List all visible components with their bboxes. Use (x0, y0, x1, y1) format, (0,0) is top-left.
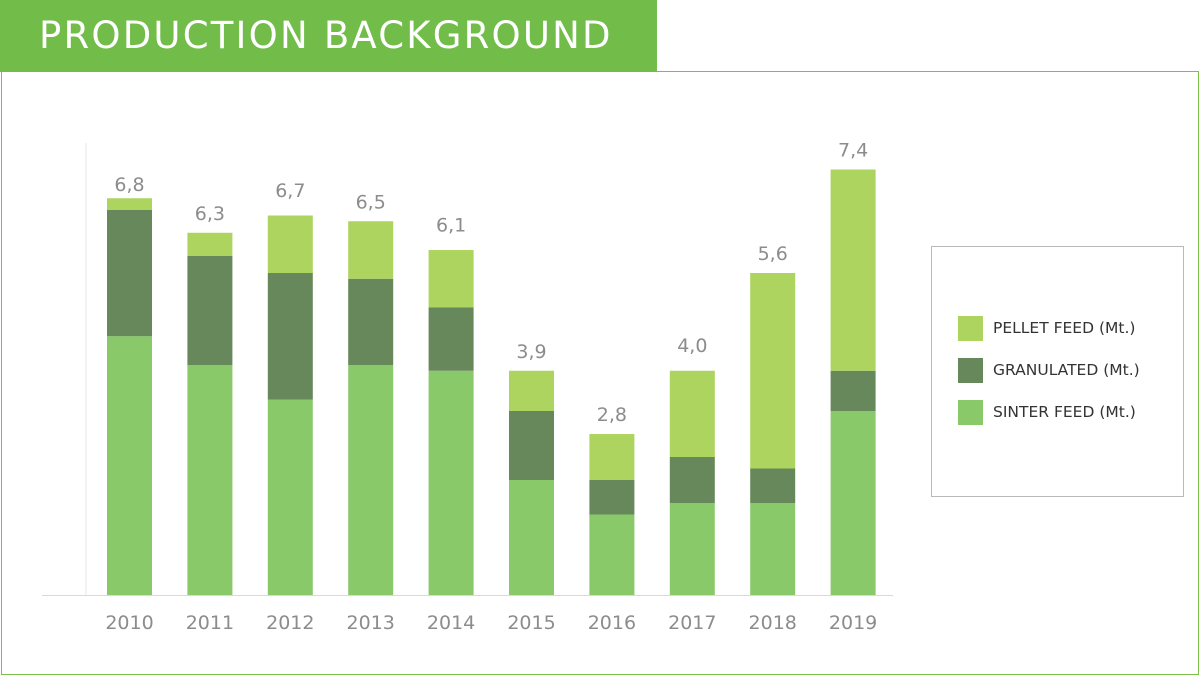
chart-legend: PELLET FEED (Mt.) GRANULATED (Mt.) SINTE… (931, 246, 1184, 497)
bar-pellet-feed-2013 (348, 221, 394, 279)
legend-item-granulated: GRANULATED (Mt.) (958, 357, 1140, 383)
bar-granulated-2013 (348, 278, 394, 365)
legend-item-pellet-feed: PELLET FEED (Mt.) (958, 315, 1135, 341)
bar-pellet-feed-2010 (107, 198, 152, 210)
value-label-2013: 6,5 (356, 191, 386, 213)
bar-pellet-feed-2015 (509, 370, 554, 411)
bar-sinter-feed-2018 (750, 503, 796, 595)
value-label-2011: 6,3 (195, 203, 225, 225)
bar-granulated-2010 (107, 209, 152, 337)
bar-sinter-feed-2011 (187, 365, 233, 595)
bar-sinter-feed-2019 (830, 411, 876, 595)
value-label-2012: 6,7 (275, 180, 305, 202)
bar-sinter-feed-2016 (589, 514, 635, 595)
value-label-2016: 2,8 (597, 404, 627, 426)
x-tick-label-2018: 2018 (749, 612, 797, 634)
bar-granulated-2015 (509, 411, 554, 480)
value-label-2019: 7,4 (838, 140, 868, 162)
value-label-2010: 6,8 (114, 174, 144, 196)
bar-granulated-2016 (589, 480, 635, 515)
x-tick-label-2015: 2015 (507, 612, 555, 634)
value-label-2018: 5,6 (758, 243, 788, 265)
bar-sinter-feed-2012 (267, 399, 313, 595)
bar-granulated-2014 (428, 307, 474, 371)
bar-sinter-feed-2017 (669, 503, 715, 595)
x-tick-label-2016: 2016 (588, 612, 636, 634)
bar-pellet-feed-2017 (669, 370, 715, 457)
bar-granulated-2012 (267, 273, 313, 400)
bar-pellet-feed-2019 (830, 169, 876, 371)
page-title: PRODUCTION BACKGROUND (0, 0, 657, 72)
legend-swatch-granulated (958, 357, 983, 383)
bar-granulated-2017 (669, 457, 715, 503)
legend-swatch-pellet-feed (958, 315, 983, 341)
bar-pellet-feed-2018 (750, 273, 796, 469)
bar-granulated-2019 (830, 370, 876, 411)
bar-pellet-feed-2012 (267, 215, 313, 273)
legend-label-granulated: GRANULATED (Mt.) (993, 361, 1140, 379)
bar-granulated-2011 (187, 255, 233, 365)
value-label-2015: 3,9 (516, 341, 546, 363)
x-tick-label-2014: 2014 (427, 612, 475, 634)
bar-pellet-feed-2014 (428, 250, 474, 308)
value-label-2017: 4,0 (677, 335, 707, 357)
legend-label-sinter-feed: SINTER FEED (Mt.) (993, 403, 1136, 421)
legend-item-sinter-feed: SINTER FEED (Mt.) (958, 399, 1136, 425)
x-tick-label-2011: 2011 (186, 612, 234, 634)
bar-sinter-feed-2013 (348, 365, 394, 595)
bar-sinter-feed-2015 (509, 480, 554, 595)
legend-label-pellet-feed: PELLET FEED (Mt.) (993, 319, 1136, 337)
bar-sinter-feed-2014 (428, 370, 474, 595)
legend-swatch-sinter-feed (958, 399, 983, 425)
bar-granulated-2018 (750, 468, 796, 503)
x-tick-label-2012: 2012 (266, 612, 314, 634)
bar-pellet-feed-2016 (589, 434, 635, 480)
bar-sinter-feed-2010 (107, 336, 152, 595)
value-label-2014: 6,1 (436, 214, 466, 236)
x-tick-label-2013: 2013 (347, 612, 395, 634)
x-tick-label-2017: 2017 (668, 612, 716, 634)
x-tick-label-2010: 2010 (105, 612, 153, 634)
bar-pellet-feed-2011 (187, 232, 233, 256)
x-tick-label-2019: 2019 (829, 612, 877, 634)
